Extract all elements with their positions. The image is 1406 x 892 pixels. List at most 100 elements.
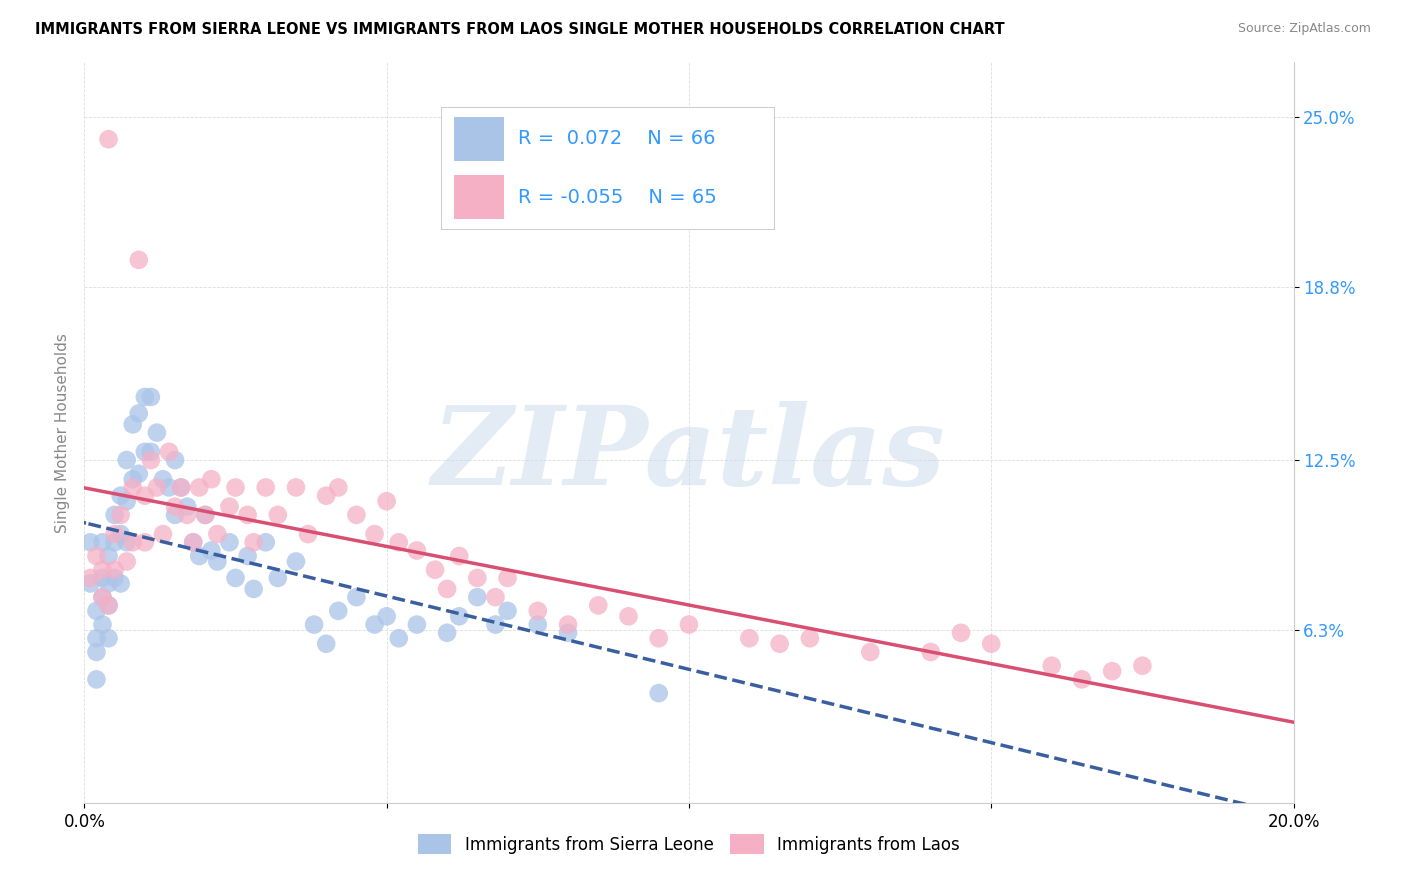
Point (449, 609, 471, 624)
Point (920, 645, 942, 659)
Point (104, 508, 127, 522)
Point (242, 582, 264, 596)
Point (110, 576, 132, 591)
Point (110, 527, 132, 541)
Point (406, 543, 429, 558)
Text: Source: ZipAtlas.com: Source: ZipAtlas.com (1237, 22, 1371, 36)
Point (363, 527, 385, 541)
Point (115, 535, 138, 549)
Point (165, 453, 187, 467)
Point (200, 472, 222, 486)
Point (1040, 658, 1063, 673)
Text: ZIPatlas: ZIPatlas (432, 401, 946, 508)
Point (1101, 664, 1123, 678)
Point (97, 632, 120, 646)
Point (738, 632, 761, 646)
Point (950, 625, 973, 640)
Point (128, 467, 150, 481)
Point (315, 637, 337, 651)
Point (79, 571, 101, 585)
Point (104, 563, 127, 577)
Point (1071, 673, 1094, 687)
Point (121, 480, 143, 494)
Point (91, 617, 114, 632)
Point (188, 480, 211, 494)
Point (121, 417, 143, 432)
Point (200, 543, 222, 558)
Point (139, 390, 162, 404)
Point (134, 535, 156, 549)
Point (388, 535, 411, 549)
Point (648, 686, 671, 700)
Point (225, 571, 247, 585)
Point (267, 508, 290, 522)
Point (97, 549, 120, 563)
Point (527, 617, 550, 632)
Point (346, 590, 368, 604)
Point (225, 480, 247, 494)
Point (194, 508, 217, 522)
Point (375, 494, 398, 508)
Point (388, 632, 411, 646)
Point (236, 508, 259, 522)
Point (769, 637, 792, 651)
Point (91, 563, 114, 577)
Point (97, 599, 120, 613)
Point (157, 445, 180, 459)
Point (91, 590, 114, 604)
Point (484, 617, 506, 632)
Legend: Immigrants from Sierra Leone, Immigrants from Laos: Immigrants from Sierra Leone, Immigrants… (412, 828, 966, 861)
Point (242, 535, 264, 549)
Point (115, 453, 138, 467)
Point (267, 571, 290, 585)
Point (134, 390, 156, 404)
Point (79, 535, 101, 549)
Point (170, 480, 193, 494)
Point (449, 549, 471, 563)
Point (648, 632, 671, 646)
Point (557, 625, 579, 640)
Point (617, 609, 640, 624)
Point (152, 472, 174, 486)
Point (176, 500, 198, 514)
Point (181, 535, 204, 549)
Point (165, 508, 187, 522)
Point (91, 535, 114, 549)
Point (97, 132, 120, 146)
Point (346, 508, 368, 522)
Point (104, 571, 127, 585)
Point (86, 673, 108, 687)
Point (423, 563, 446, 577)
Point (496, 604, 519, 618)
Point (302, 617, 325, 632)
Point (218, 535, 240, 549)
Point (86, 632, 108, 646)
Point (799, 632, 821, 646)
Point (859, 645, 882, 659)
Point (254, 480, 277, 494)
Point (236, 549, 259, 563)
Point (110, 508, 132, 522)
Point (121, 472, 143, 486)
Point (188, 549, 211, 563)
Point (139, 453, 162, 467)
Point (194, 508, 217, 522)
Point (285, 554, 308, 568)
Point (91, 590, 114, 604)
Point (254, 535, 277, 549)
Point (79, 576, 101, 591)
Point (328, 604, 350, 618)
Point (86, 549, 108, 563)
Point (484, 590, 506, 604)
Point (134, 445, 156, 459)
Point (363, 617, 385, 632)
Point (328, 480, 350, 494)
Point (134, 489, 156, 503)
Point (218, 500, 240, 514)
Text: IMMIGRANTS FROM SIERRA LEONE VS IMMIGRANTS FROM LAOS SINGLE MOTHER HOUSEHOLDS CO: IMMIGRANTS FROM SIERRA LEONE VS IMMIGRAN… (35, 22, 1005, 37)
Point (207, 527, 229, 541)
Point (146, 425, 169, 440)
Point (97, 576, 120, 591)
Point (375, 609, 398, 624)
Point (115, 554, 138, 568)
